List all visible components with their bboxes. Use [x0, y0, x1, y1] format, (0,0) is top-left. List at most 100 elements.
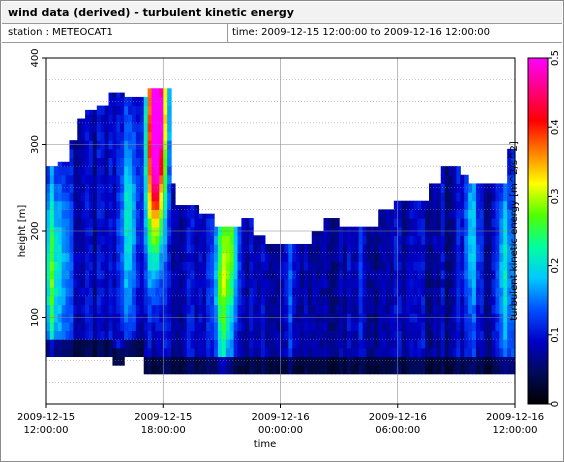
heatmap-cell: [49, 174, 55, 185]
heatmap-cell: [73, 166, 78, 176]
x-tick-label: 18:00:00: [141, 425, 186, 436]
heatmap-cell: [472, 287, 477, 297]
heatmap-cell: [194, 295, 200, 306]
heatmap-cell: [460, 330, 465, 340]
heatmap-cell: [460, 295, 465, 306]
heatmap-cell: [495, 278, 500, 288]
heatmap-cell: [233, 321, 239, 332]
heatmap-cell: [217, 278, 223, 288]
heatmap-cell: [53, 287, 59, 297]
heatmap-cell: [346, 365, 352, 375]
heatmap-cell: [323, 304, 328, 314]
heatmap-cell: [198, 304, 203, 314]
heatmap-cell: [116, 347, 121, 358]
heatmap-cell: [159, 218, 164, 228]
heatmap-cell: [85, 183, 90, 193]
heatmap-cell: [253, 321, 258, 332]
heatmap-cell: [405, 295, 411, 306]
heatmap-cell: [479, 261, 485, 271]
heatmap-cell: [358, 313, 364, 323]
heatmap-cell: [112, 261, 117, 271]
heatmap-cell: [339, 365, 344, 375]
heatmap-cell: [315, 304, 321, 314]
heatmap-cell: [300, 287, 305, 297]
heatmap-cell: [382, 278, 387, 288]
heatmap-cell: [468, 365, 473, 375]
heatmap-cell: [253, 313, 258, 323]
heatmap-cell: [405, 226, 411, 236]
heatmap-cell: [77, 200, 82, 210]
heatmap-cell: [468, 304, 473, 314]
heatmap-cell: [249, 321, 254, 332]
heatmap-cell: [495, 321, 500, 332]
heatmap-cell: [284, 278, 289, 288]
heatmap-cell: [104, 140, 110, 150]
heatmap-cell: [405, 269, 411, 280]
heatmap-cell: [139, 166, 145, 176]
heatmap-cell: [440, 261, 446, 271]
heatmap-cell: [362, 339, 368, 349]
heatmap-cell: [116, 183, 121, 193]
heatmap-cell: [147, 269, 153, 280]
heatmap-cell: [73, 287, 78, 297]
heatmap-cell: [397, 304, 403, 314]
heatmap-cell: [241, 321, 246, 332]
heatmap-cell: [405, 356, 411, 366]
heatmap-cell: [382, 313, 387, 323]
heatmap-cell: [429, 218, 434, 228]
heatmap-cell: [323, 339, 328, 349]
heatmap-cell: [112, 347, 117, 358]
heatmap-cell: [343, 243, 348, 254]
heatmap-cell: [151, 304, 157, 314]
heatmap-cell: [163, 313, 168, 323]
heatmap-cell: [245, 218, 250, 228]
heatmap-cell: [167, 183, 172, 193]
heatmap-cell: [335, 330, 340, 340]
heatmap-cell: [57, 261, 63, 271]
heatmap-cell: [401, 347, 407, 358]
heatmap-cell: [343, 347, 348, 358]
heatmap-cell: [260, 269, 266, 280]
heatmap-cell: [499, 252, 504, 262]
heatmap-cell: [112, 114, 117, 124]
heatmap-cell: [456, 261, 461, 271]
heatmap-cell: [202, 218, 207, 228]
heatmap-cell: [147, 365, 153, 375]
heatmap-cell: [456, 209, 461, 219]
heatmap-cell: [81, 183, 86, 193]
heatmap-cell: [73, 183, 78, 193]
heatmap-cell: [468, 261, 473, 271]
heatmap-cell: [88, 313, 94, 323]
heatmap-cell: [198, 235, 203, 245]
heatmap-cell: [46, 166, 51, 176]
heatmap-cell: [57, 226, 63, 236]
heatmap-cell: [61, 209, 67, 219]
heatmap-cell: [460, 209, 465, 219]
heatmap-cell: [358, 243, 364, 254]
heatmap-cell: [386, 278, 391, 288]
heatmap-cell: [178, 347, 184, 358]
heatmap-cell: [124, 287, 129, 297]
heatmap-cell: [280, 252, 286, 262]
heatmap-cell: [448, 235, 454, 245]
heatmap-cell: [46, 226, 51, 236]
heatmap-cell: [409, 287, 414, 297]
heatmap-cell: [370, 321, 375, 332]
heatmap-cell: [343, 313, 348, 323]
heatmap-cell: [249, 243, 254, 254]
heatmap-cell: [92, 209, 98, 219]
heatmap-cell: [503, 200, 508, 210]
heatmap-cell: [171, 347, 176, 358]
heatmap-cell: [448, 339, 454, 349]
heatmap-cell: [413, 287, 418, 297]
heatmap-cell: [112, 218, 117, 228]
heatmap-cell: [495, 209, 500, 219]
heatmap-cell: [131, 339, 137, 349]
heatmap-cell: [464, 304, 469, 314]
heatmap-cell: [339, 269, 344, 280]
heatmap-cell: [108, 321, 114, 332]
heatmap-cell: [440, 183, 446, 193]
heatmap-cell: [155, 140, 160, 150]
heatmap-cell: [163, 209, 168, 219]
heatmap-cell: [57, 347, 63, 358]
